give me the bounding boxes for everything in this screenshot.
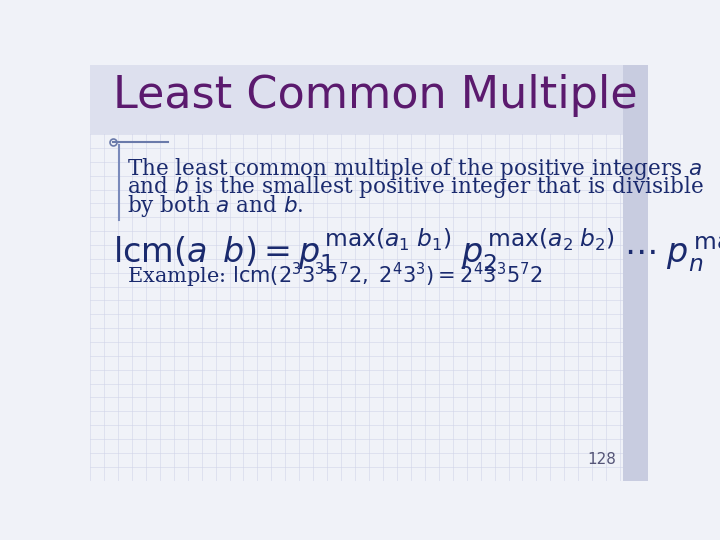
Text: by both $a$ and $b$.: by both $a$ and $b$. [127, 193, 304, 219]
Text: $\mathrm{lcm}(a\ \,b) = p_1^{\,\mathrm{max}(a_1\;b_1)}\;p_2^{\,\mathrm{max}(a_2\: $\mathrm{lcm}(a\ \,b) = p_1^{\,\mathrm{m… [113, 226, 720, 274]
Text: and $b$ is the smallest positive integer that is divisible: and $b$ is the smallest positive integer… [127, 174, 704, 200]
Text: Example: $\mathrm{lcm}(2^33^35^72,\ 2^43^3) = 2^43^35^72$: Example: $\mathrm{lcm}(2^33^35^72,\ 2^43… [127, 261, 543, 291]
Bar [90, 65, 648, 134]
Text: The least common multiple of the positive integers $a$: The least common multiple of the positiv… [127, 156, 702, 181]
Bar [624, 65, 648, 481]
Text: 128: 128 [587, 452, 616, 467]
Text: Least Common Multiple: Least Common Multiple [113, 74, 638, 117]
